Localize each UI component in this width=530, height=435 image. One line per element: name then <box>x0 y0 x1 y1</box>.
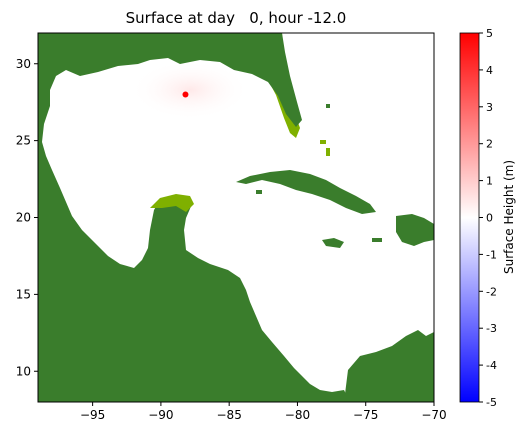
colorbar-ticks: 5 4 3 2 1 0 -1 -2 -3 -4 -5 <box>479 27 497 409</box>
island-keys-2 <box>326 148 330 156</box>
land-south-america <box>344 330 434 402</box>
x-tick-label: −75 <box>353 408 378 422</box>
x-tick-label: −95 <box>80 408 105 422</box>
land-mass <box>38 33 434 402</box>
x-axis: −95 −90 −85 −80 −75 −70 <box>80 402 447 422</box>
colorbar-tick-label: -5 <box>486 396 497 409</box>
colorbar: 5 4 3 2 1 0 -1 -2 -3 -4 -5 Surface Height (m) <box>459 27 516 409</box>
y-tick-label: 25 <box>16 134 31 148</box>
land-north-america <box>38 33 350 402</box>
colorbar-tick-label: -4 <box>486 359 497 372</box>
surface-bulge <box>130 60 250 120</box>
island-small-2 <box>256 190 262 194</box>
colorbar-tick-label: -2 <box>486 285 497 298</box>
colorbar-tick-label: 2 <box>486 138 493 151</box>
island-small-1 <box>372 238 382 242</box>
shelf-yucatan <box>150 194 194 212</box>
colorbar-tick-label: 3 <box>486 101 493 114</box>
y-axis: 10 15 20 25 30 <box>16 57 38 378</box>
colorbar-label: Surface Height (m) <box>502 160 516 274</box>
colorbar-gradient <box>459 32 480 403</box>
x-tick-label: −90 <box>148 408 173 422</box>
colorbar-tick-label: -1 <box>486 248 497 261</box>
island-hispaniola <box>396 214 434 246</box>
y-tick-label: 10 <box>16 364 31 378</box>
colorbar-tick-label: 1 <box>486 175 493 188</box>
x-tick-label: −70 <box>421 408 446 422</box>
x-tick-label: −80 <box>285 408 310 422</box>
storm-marker <box>182 91 189 98</box>
colorbar-tick-label: -3 <box>486 322 497 335</box>
chart-title: Surface at day 0, hour -12.0 <box>126 9 347 27</box>
x-tick-label: −85 <box>217 408 242 422</box>
island-jamaica <box>322 238 344 248</box>
y-tick-label: 30 <box>16 57 31 71</box>
map-plot-area <box>38 33 434 402</box>
colorbar-tick-label: 4 <box>486 64 493 77</box>
y-tick-label: 15 <box>16 287 31 301</box>
colorbar-tick-label: 5 <box>486 27 493 40</box>
y-tick-label: 20 <box>16 211 31 225</box>
island-cuba <box>236 170 376 214</box>
island-keys-1 <box>320 140 326 144</box>
colorbar-tick-label: 0 <box>486 212 493 225</box>
island-bahamas <box>326 104 330 108</box>
